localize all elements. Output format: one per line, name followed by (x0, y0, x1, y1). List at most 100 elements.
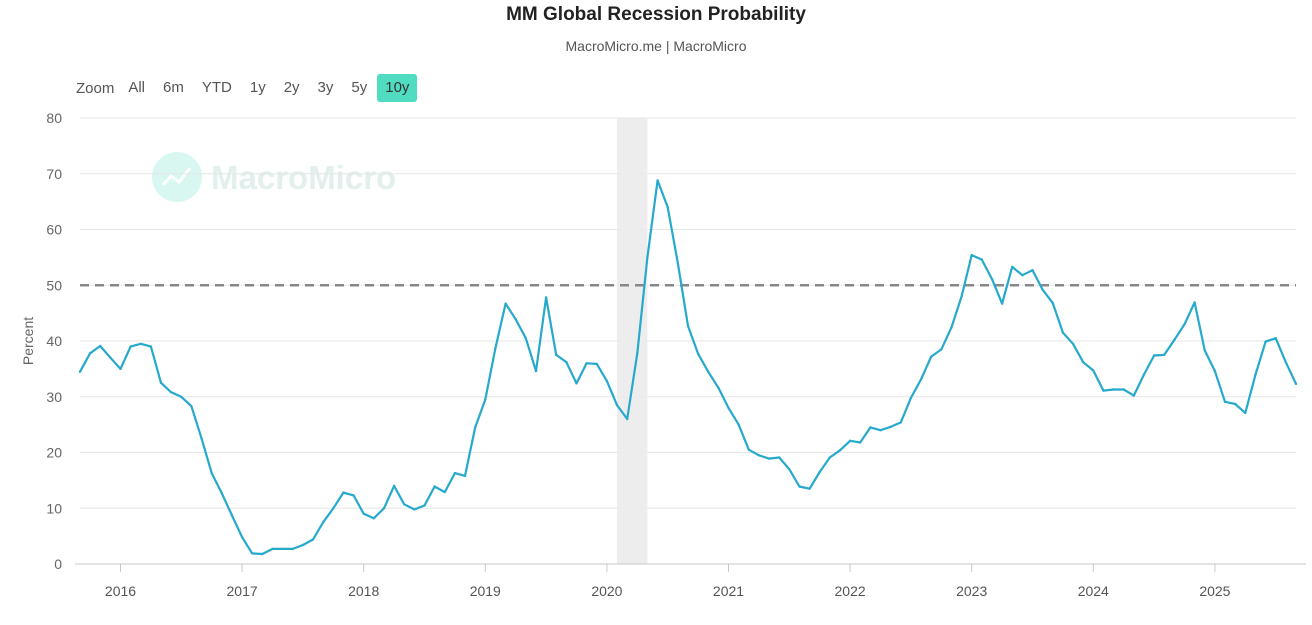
series-point (514, 318, 517, 321)
series-point (595, 362, 598, 366)
series-point (159, 381, 163, 384)
series-point (879, 429, 882, 432)
series-point (443, 490, 446, 494)
series-point (322, 521, 325, 524)
series-point (413, 508, 416, 511)
series-point (281, 547, 284, 551)
series-point (919, 378, 923, 381)
series-point (332, 507, 335, 510)
series-point (717, 386, 720, 389)
series-point (940, 348, 943, 351)
y-tick-label: 40 (46, 333, 62, 349)
series-point (504, 302, 507, 305)
x-tick-label: 2024 (1078, 583, 1109, 599)
series-point (1082, 361, 1085, 364)
series-point (99, 344, 102, 348)
range-button-5y[interactable]: 5y (351, 79, 368, 96)
series-point (605, 379, 609, 383)
range-button-2y[interactable]: 2y (283, 79, 300, 96)
series-point (342, 491, 345, 494)
y-tick-label: 30 (46, 389, 62, 405)
series-point (1173, 338, 1176, 342)
watermark-trend-icon (161, 167, 192, 186)
series-point (1011, 265, 1014, 269)
y-tick-label: 20 (46, 445, 62, 461)
series-point (210, 471, 213, 475)
series-point (859, 441, 862, 444)
series-point (311, 538, 315, 541)
series-point (494, 347, 497, 350)
series-point (382, 507, 386, 510)
series-point (1071, 342, 1075, 345)
series-point (1132, 394, 1136, 397)
range-selector: Zoom All 6m YTD 1y 2y 3y 5y 10y (76, 74, 419, 102)
series-point (240, 536, 244, 539)
series-point (798, 485, 801, 488)
series-point (88, 352, 92, 355)
series-point (119, 367, 122, 371)
series-point (615, 403, 619, 407)
range-button-6m[interactable]: 6m (163, 79, 184, 96)
series-point (778, 456, 781, 459)
series-point (1244, 411, 1247, 415)
series-point (1284, 361, 1288, 364)
series-point (524, 337, 527, 340)
series-point (808, 487, 811, 490)
range-button-10y[interactable]: 10y (377, 74, 418, 102)
x-tick-label: 2021 (713, 583, 744, 599)
series-point (180, 395, 183, 398)
series-point (129, 345, 132, 348)
watermark-text: MacroMicro (211, 159, 396, 196)
range-button-all[interactable]: All (128, 79, 146, 96)
series-point (1254, 373, 1257, 377)
series-point (818, 470, 821, 474)
series-point (1213, 369, 1217, 373)
series-point (565, 361, 568, 364)
series-point (656, 179, 659, 182)
range-button-ytd[interactable]: YTD (201, 79, 232, 96)
series-point (1274, 337, 1277, 340)
series-point (848, 439, 852, 442)
range-button-1y[interactable]: 1y (249, 79, 266, 96)
series-points (78, 179, 1298, 556)
series-point (1122, 388, 1125, 391)
series-point (1264, 340, 1267, 343)
series-point (575, 382, 578, 385)
series-point (1112, 388, 1115, 391)
series-point (666, 206, 669, 209)
series-point (930, 355, 933, 358)
x-tick-label: 2025 (1199, 583, 1230, 599)
series-point (555, 353, 558, 357)
y-axis: 0 10 20 30 40 50 60 70 80 (46, 110, 62, 572)
series-point (1142, 373, 1146, 376)
series-point (636, 352, 639, 355)
series-point (433, 485, 436, 488)
series-point (727, 406, 730, 410)
watermark: MacroMicro (152, 152, 396, 202)
series-point (291, 547, 294, 551)
series-point (230, 514, 234, 517)
x-tick-label: 2018 (348, 583, 379, 599)
series-line (79, 179, 1297, 556)
series-point (1021, 274, 1024, 277)
range-button-3y[interactable]: 3y (317, 79, 334, 96)
series-point (392, 484, 396, 488)
series-point (1102, 389, 1105, 392)
watermark-logo-icon (152, 152, 202, 202)
series-point (1193, 301, 1196, 304)
series-point (372, 517, 375, 520)
series-point (676, 261, 679, 265)
x-tick-label: 2016 (105, 583, 136, 599)
x-tick-label: 2017 (227, 583, 258, 599)
series-point (626, 417, 629, 421)
series-point (889, 425, 892, 429)
series-point (828, 456, 831, 459)
series-point (1152, 354, 1156, 357)
y-tick-label: 0 (54, 556, 62, 572)
series-point (403, 503, 406, 506)
series-point (1092, 369, 1095, 372)
series-point (463, 474, 467, 478)
series-point (970, 253, 973, 257)
series-point (1163, 353, 1166, 357)
series-point (1294, 382, 1298, 386)
